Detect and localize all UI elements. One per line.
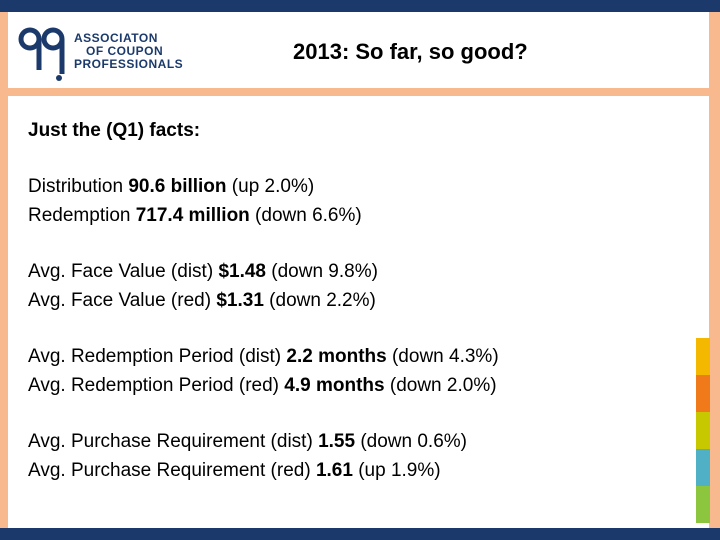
facts-heading: Just the (Q1) facts: [28, 120, 201, 141]
color-strip-block [696, 338, 710, 375]
fact-label: Avg. Redemption Period (dist) [28, 346, 287, 367]
fact-purchase-red: Avg. Purchase Requirement (red) 1.61 (up… [28, 456, 688, 485]
fact-value: 90.6 billion [128, 176, 227, 197]
top-bar [0, 0, 720, 12]
fact-distribution: Distribution 90.6 billion (up 2.0%) [28, 172, 688, 201]
fact-label: Avg. Purchase Requirement (dist) [28, 431, 319, 452]
group-volume: Distribution 90.6 billion (up 2.0%) Rede… [28, 172, 688, 230]
color-strip-block [696, 449, 710, 486]
slide: ASSOCIATON OF COUPON PROFESSIONALS 2013:… [8, 12, 709, 528]
fact-label: Avg. Redemption Period (red) [28, 375, 285, 396]
color-strip-block [696, 486, 710, 523]
group-purchase-requirement: Avg. Purchase Requirement (dist) 1.55 (d… [28, 427, 688, 485]
fact-change: (down 4.3%) [386, 346, 499, 367]
logo: ASSOCIATON OF COUPON PROFESSIONALS [16, 18, 226, 84]
fact-value: $1.31 [216, 290, 264, 311]
logo-text: ASSOCIATON OF COUPON PROFESSIONALS [74, 32, 183, 71]
color-strip-block [696, 412, 710, 449]
bottom-bar [0, 528, 720, 540]
group-face-value: Avg. Face Value (dist) $1.48 (down 9.8%)… [28, 257, 688, 315]
fact-face-dist: Avg. Face Value (dist) $1.48 (down 9.8%) [28, 257, 688, 286]
group-redemption-period: Avg. Redemption Period (dist) 2.2 months… [28, 342, 688, 400]
fact-redemption: Redemption 717.4 million (down 6.6%) [28, 201, 688, 230]
fact-label: Redemption [28, 205, 136, 226]
fact-value: 717.4 million [135, 205, 250, 226]
fact-change: (down 6.6%) [249, 205, 362, 226]
fact-value: 1.61 [315, 460, 353, 481]
fact-change: (down 9.8%) [265, 261, 378, 282]
fact-change: (down 2.2%) [263, 290, 376, 311]
fact-change: (up 2.0%) [226, 176, 315, 197]
logo-line-3: PROFESSIONALS [74, 57, 184, 71]
fact-face-red: Avg. Face Value (red) $1.31 (down 2.2%) [28, 286, 688, 315]
fact-purchase-dist: Avg. Purchase Requirement (dist) 1.55 (d… [28, 427, 688, 456]
fact-value: $1.48 [218, 261, 266, 282]
color-strip-block [696, 375, 710, 412]
fact-label: Avg. Face Value (dist) [28, 261, 219, 282]
fact-label: Avg. Face Value (red) [28, 290, 217, 311]
fact-value: 1.55 [318, 431, 356, 452]
fact-label: Distribution [28, 176, 129, 197]
fact-change: (up 1.9%) [352, 460, 441, 481]
fact-label: Avg. Purchase Requirement (red) [28, 460, 316, 481]
fact-change: (down 2.0%) [384, 375, 497, 396]
logo-line-2: OF COUPON [86, 44, 164, 58]
fact-value: 4.9 months [284, 375, 385, 396]
fact-period-red: Avg. Redemption Period (red) 4.9 months … [28, 371, 688, 400]
slide-title: 2013: So far, so good? [293, 39, 528, 64]
fact-value: 2.2 months [286, 346, 387, 367]
fact-period-dist: Avg. Redemption Period (dist) 2.2 months… [28, 342, 688, 371]
acp-logo-icon [18, 27, 65, 81]
facts-content: Just the (Q1) facts: Distribution 90.6 b… [28, 116, 688, 512]
fact-change: (down 0.6%) [355, 431, 467, 452]
logo-line-1: ASSOCIATON [74, 31, 158, 45]
header-divider [8, 88, 709, 96]
